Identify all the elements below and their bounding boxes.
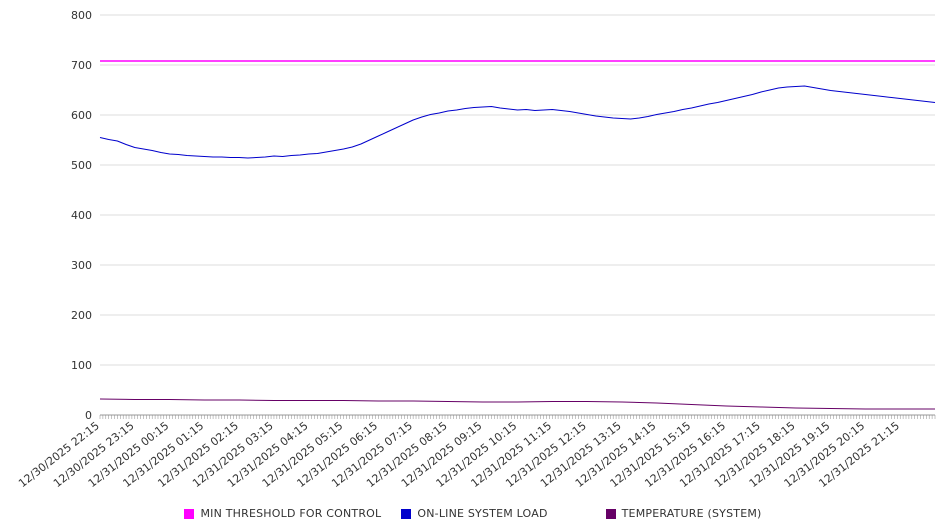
legend-swatch-icon <box>605 508 616 519</box>
legend-item: MIN THRESHOLD FOR CONTROL <box>184 507 381 520</box>
legend-item: ON-LINE SYSTEM LOAD <box>401 507 547 520</box>
y-axis-tick-label: 600 <box>71 109 92 122</box>
legend-swatch-icon <box>401 508 412 519</box>
y-axis-tick-label: 700 <box>71 59 92 72</box>
chart-legend: MIN THRESHOLD FOR CONTROL ON-LINE SYSTEM … <box>0 507 946 520</box>
y-axis-tick-label: 300 <box>71 259 92 272</box>
legend-item: TEMPERATURE (SYSTEM) <box>605 507 762 520</box>
series-line <box>99 85 936 159</box>
y-axis-tick-label: 200 <box>71 309 92 322</box>
series-line <box>99 398 935 410</box>
legend-swatch-icon <box>184 508 195 519</box>
y-axis-tick-label: 800 <box>71 9 92 22</box>
y-axis-tick-label: 500 <box>71 159 92 172</box>
legend-label: TEMPERATURE (SYSTEM) <box>621 507 762 520</box>
y-axis-tick-label: 400 <box>71 209 92 222</box>
y-axis-tick-label: 100 <box>71 359 92 372</box>
y-axis-tick-label: 0 <box>85 409 92 422</box>
legend-label: MIN THRESHOLD FOR CONTROL <box>200 507 382 520</box>
legend-label: ON-LINE SYSTEM LOAD <box>417 507 548 520</box>
